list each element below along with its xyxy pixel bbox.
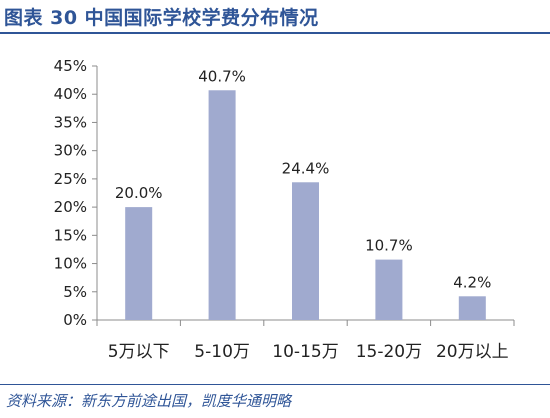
x-category-label: 5万以下: [108, 342, 170, 362]
y-tick-label: 5%: [63, 283, 87, 301]
figure-title: 图表 30 中国国际学校学费分布情况: [4, 7, 319, 29]
y-tick-label: 30%: [54, 142, 87, 160]
bar: [458, 296, 486, 320]
data-label: 4.2%: [453, 273, 491, 291]
y-tick-label: 40%: [54, 85, 87, 103]
x-category-label: 5-10万: [194, 342, 250, 362]
y-tick-label: 10%: [54, 255, 87, 273]
bar: [125, 207, 153, 320]
title-rule: [0, 32, 550, 34]
bar: [292, 182, 319, 320]
x-category-label: 20万以上: [436, 342, 509, 362]
bar-chart: 0% 5% 10% 15% 20% 25% 30% 35% 40% 45% 20.0% 5万以下 40.…: [54, 57, 515, 362]
x-category-label: 10-15万: [272, 342, 338, 362]
y-tick-label: 0%: [63, 311, 87, 329]
y-tick-label: 25%: [54, 170, 87, 188]
y-tick-label: 35%: [54, 113, 87, 131]
data-label: 24.4%: [282, 159, 330, 177]
source-note: 资料来源：新东方前途出国，凯度华通明略: [6, 392, 292, 410]
data-label: 40.7%: [198, 67, 246, 85]
y-tick-label: 15%: [54, 226, 87, 244]
data-label: 20.0%: [115, 184, 163, 202]
y-tick-label: 20%: [54, 198, 87, 216]
source-rule: [0, 384, 550, 385]
x-category-label: 15-20万: [356, 342, 422, 362]
bar: [375, 259, 403, 320]
y-tick-label: 45%: [54, 57, 87, 75]
data-label: 10.7%: [365, 237, 413, 255]
bar: [208, 90, 236, 320]
